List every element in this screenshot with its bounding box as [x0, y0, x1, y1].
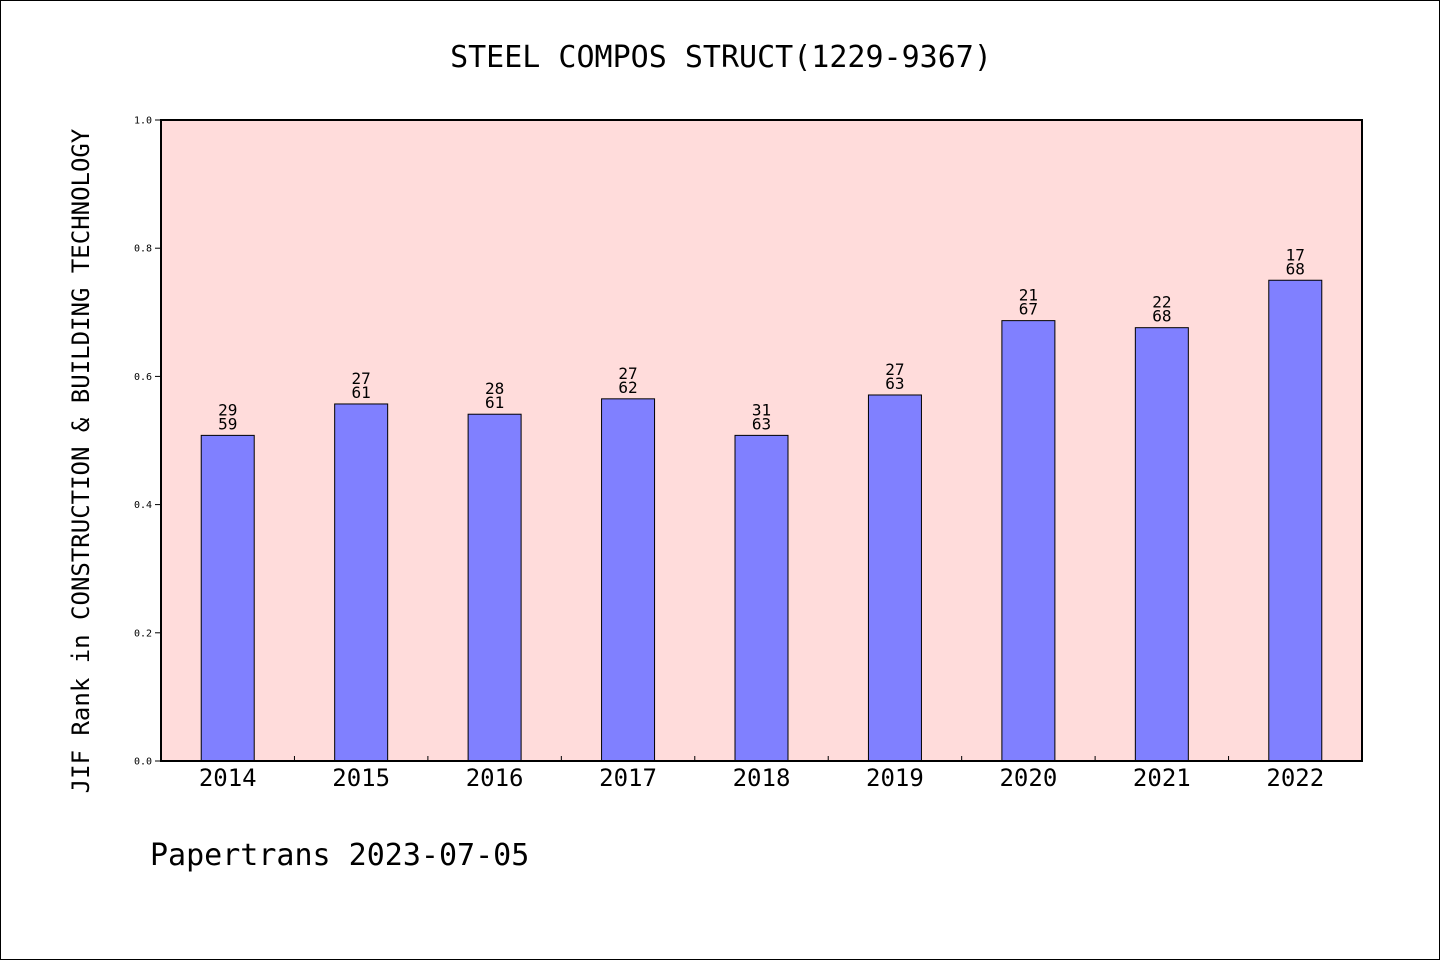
bar — [334, 403, 389, 762]
x-tick-label: 2014 — [199, 764, 257, 792]
bar-label-total: 62 — [618, 378, 637, 397]
x-axis: 2014 2015 2016 2017 2018 2019 2020 2021 2022 — [199, 756, 1324, 792]
bar-label-total: 59 — [218, 414, 237, 433]
y-tick-label: 0.0 — [134, 757, 152, 768]
footer-credit: Papertrans 2023-07-05 — [150, 838, 529, 873]
x-tick-label: 2017 — [599, 764, 657, 792]
bar-label-rank: 27 — [885, 360, 904, 379]
bar — [467, 413, 522, 762]
x-tick-label: 2019 — [866, 764, 924, 792]
bar-label-total: 67 — [1019, 300, 1038, 319]
bar-label-rank: 17 — [1286, 245, 1305, 264]
chart-title: STEEL COMPOS STRUCT(1229-9367) — [450, 40, 992, 75]
bar — [1268, 279, 1323, 762]
bar — [867, 394, 922, 762]
bar-label-rank: 27 — [352, 369, 371, 388]
x-tick-label: 2022 — [1266, 764, 1324, 792]
bar-label-rank: 21 — [1019, 286, 1038, 305]
bar — [1001, 320, 1056, 762]
bar-label-total: 61 — [485, 393, 504, 412]
y-tick-label: 0.6 — [134, 372, 152, 383]
bar-label-total: 63 — [752, 414, 771, 433]
bar — [734, 434, 789, 762]
y-tick-label: 0.8 — [134, 244, 152, 255]
x-tick-label: 2021 — [1133, 764, 1191, 792]
bar — [601, 398, 656, 762]
bar — [200, 434, 255, 762]
bar-label-rank: 28 — [485, 379, 504, 398]
y-tick-label: 1.0 — [134, 116, 152, 127]
bar-label-total: 61 — [352, 383, 371, 402]
plot-border — [160, 119, 1363, 762]
x-tick-label: 2016 — [466, 764, 524, 792]
bar-label-total: 68 — [1152, 307, 1171, 326]
bar-label-total: 68 — [1286, 259, 1305, 278]
bar-label-rank: 27 — [618, 364, 637, 383]
y-axis-label: JIF Rank in CONSTRUCTION & BUILDING TECH… — [67, 128, 95, 793]
x-tick-label: 2015 — [332, 764, 390, 792]
bar — [1134, 327, 1189, 762]
bar-label-rank: 22 — [1152, 293, 1171, 312]
y-axis: 0.0 0.2 0.4 0.6 0.8 1.0 — [134, 116, 161, 768]
x-tick-label: 2020 — [999, 764, 1057, 792]
x-tick-label: 2018 — [733, 764, 791, 792]
bar-label-rank: 31 — [752, 400, 771, 419]
y-tick-label: 0.2 — [134, 628, 152, 639]
y-tick-label: 0.4 — [134, 500, 152, 511]
bar-label-rank: 29 — [218, 400, 237, 419]
bar-label-total: 63 — [885, 374, 904, 393]
